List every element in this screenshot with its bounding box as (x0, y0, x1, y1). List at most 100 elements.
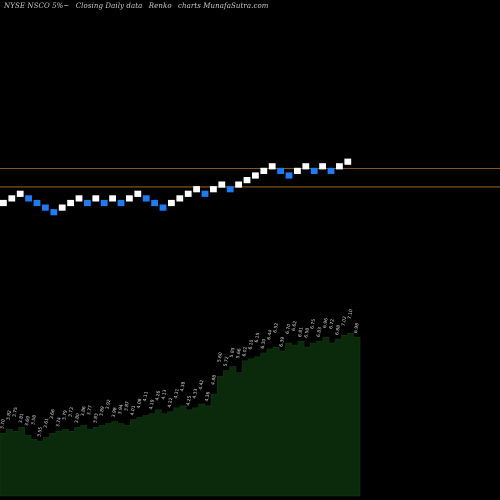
volume-label: 3.66 (49, 409, 57, 420)
volume-label: 4.08 (136, 398, 144, 409)
renko-brick-down (25, 195, 32, 202)
renko-brick-up (193, 186, 200, 193)
renko-brick-down (117, 199, 125, 207)
volume-label: 7.02 (341, 316, 349, 327)
title-source: charts MunafaSutra.com (178, 2, 269, 10)
volume-label: 4.22 (167, 397, 175, 408)
volume-label: 6.75 (309, 318, 317, 329)
volume-label: 3.79 (61, 410, 69, 421)
volume-label: 3.89 (98, 406, 106, 417)
renko-brick-up (235, 181, 242, 188)
renko-brick-up (344, 158, 352, 165)
volume-label: 6.58 (303, 327, 311, 338)
title-type: Renko (148, 2, 172, 10)
renko-brick-down (159, 204, 167, 211)
renko-brick-up (252, 172, 259, 179)
renko-brick-up (302, 163, 310, 170)
renko-brick-up (8, 195, 16, 202)
volume-label: 4.38 (179, 381, 187, 392)
renko-brick-up (75, 195, 83, 202)
volume-label: 5.85 (229, 347, 237, 358)
volume-label: 3.83 (92, 413, 100, 424)
volume-label: 6.10 (247, 339, 255, 350)
title-closing: Closing Daily data (75, 2, 143, 10)
renko-brick-up (134, 190, 142, 197)
volume-label: 4.11 (142, 391, 150, 402)
renko-brick-down (33, 199, 41, 207)
volume-label: 4.42 (198, 379, 206, 390)
renko-brick-down (327, 167, 335, 174)
renko-brick-up (243, 177, 251, 184)
volume-label: 6.96 (322, 318, 330, 329)
volume-label: 6.52 (272, 322, 280, 333)
renko-brick-down (151, 199, 158, 207)
reference-lines (0, 168, 500, 188)
renko-brick-down (277, 167, 284, 174)
volume-label: 4.01 (129, 405, 137, 416)
renko-brick-down (310, 167, 318, 174)
volume-label: 3.80 (74, 413, 82, 424)
volume-label: 4.25 (185, 395, 193, 406)
volume-label: 3.61 (43, 418, 51, 429)
renko-brick-up (92, 195, 100, 202)
renko-brick-up (0, 199, 7, 207)
volume-label: 5.72 (223, 356, 231, 367)
volume-label: 4.36 (204, 391, 212, 402)
volume-label: 3.69 (24, 416, 32, 427)
renko-brick-down (100, 199, 108, 207)
volume-label: 3.77 (86, 405, 94, 416)
renko-brick-up (184, 190, 192, 197)
volume-label: 3.92 (105, 399, 113, 410)
volume-label: 6.72 (328, 318, 336, 329)
volume-label: 7.10 (347, 309, 355, 320)
renko-brick-down (226, 186, 234, 193)
volume-label: 6.02 (241, 346, 249, 357)
volume-label: 4.26 (154, 390, 162, 401)
renko-brick-down (84, 199, 91, 207)
renko-brick-down (50, 209, 58, 216)
volume-label: 3.73 (67, 407, 75, 418)
volume-label: 4.13 (161, 389, 169, 400)
renko-brick-down (285, 172, 293, 179)
renko-brick-up (58, 204, 66, 211)
renko-brick-up (210, 186, 217, 193)
volume-label: 3.86 (80, 406, 88, 417)
volume-panel: 3.703.82 3.753.81 3.69 3.583.553.613.663.74… (0, 309, 361, 497)
volume-label: 3.74 (55, 417, 63, 428)
renko-brick-up (319, 163, 326, 170)
renko-brick-down (42, 204, 49, 211)
chart-title: NYSE NSCO 5%~ Closing Daily data Renko c… (4, 2, 273, 10)
volume-label: 6.62 (291, 320, 299, 331)
renko-brick-down (142, 195, 150, 202)
volume-label: 4.19 (148, 399, 156, 410)
volume-area (0, 333, 361, 497)
volume-label: 3.55 (36, 426, 44, 437)
renko-brick-up (67, 199, 74, 207)
renko-brick-up (126, 195, 133, 202)
renko-brick-up (294, 167, 301, 174)
volume-label: 3.87 (123, 401, 131, 412)
renko-brick-up (218, 181, 226, 188)
volume-label: 4.33 (192, 388, 200, 399)
volume-label: 6.81 (297, 327, 305, 338)
volume-label: 3.81 (18, 413, 26, 424)
volume-label: 4.88 (210, 374, 218, 385)
volume-label: 6.98 (353, 323, 361, 334)
renko-brick-up (260, 167, 268, 174)
renko-brick-up (109, 195, 116, 202)
volume-label: 6.39 (278, 336, 286, 347)
volume-label: 6.15 (254, 332, 262, 343)
volume-label: 3.58 (30, 415, 38, 426)
volume-label: 5.66 (235, 348, 243, 359)
volume-label: 6.44 (266, 329, 274, 340)
renko-bricks (0, 158, 352, 216)
renko-brick-up (176, 195, 184, 202)
renko-brick-up (168, 199, 175, 207)
renko-brick-up (16, 190, 24, 197)
volume-label: 3.98 (111, 407, 119, 418)
volume-label: 6.83 (316, 327, 324, 338)
renko-brick-up (268, 163, 276, 170)
volume-label: 3.75 (12, 407, 20, 418)
